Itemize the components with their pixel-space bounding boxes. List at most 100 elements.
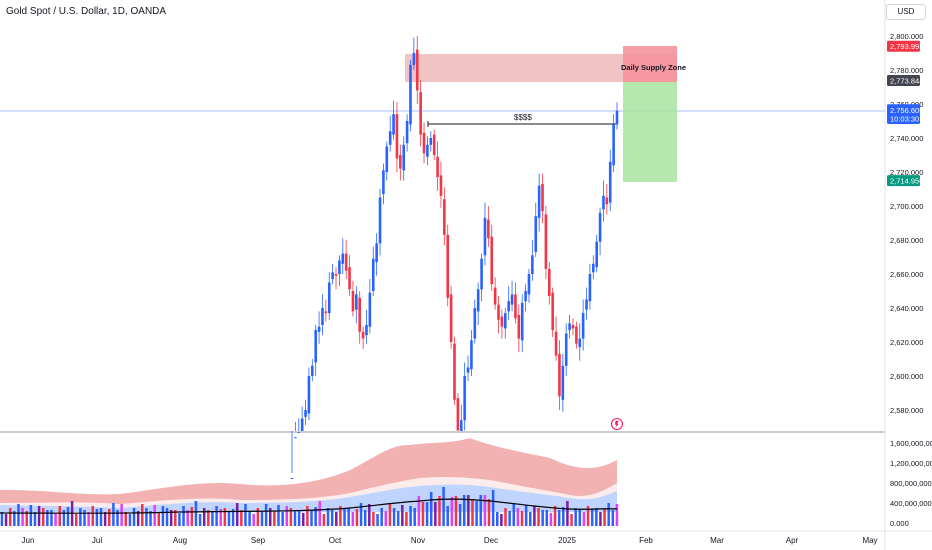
candle: [307, 367, 311, 421]
candle: [344, 240, 348, 280]
candle: [402, 136, 406, 181]
volume-bar: [425, 502, 429, 526]
volume-bar: [194, 501, 198, 526]
candle: [399, 144, 402, 181]
volume-bar: [434, 502, 437, 526]
volume-tick-label: 0.000: [890, 519, 909, 528]
volume-bar: [219, 509, 222, 526]
volume-bar: [467, 495, 470, 526]
candle: [507, 285, 510, 320]
volume-bar: [50, 510, 53, 526]
volume-bar: [578, 510, 582, 526]
candle: [365, 309, 368, 344]
candle: [459, 404, 463, 431]
volume-bar: [396, 511, 400, 526]
volume-bar: [161, 506, 165, 526]
volume-bar: [562, 507, 565, 526]
volume-axis[interactable]: 1,600,000,000 1,200,000,000 800,000,000 400…: [890, 439, 932, 528]
candle: [585, 287, 588, 320]
price-tick-label: 2,620.000: [890, 338, 923, 347]
volume-bar: [487, 499, 491, 526]
volume-bar: [442, 487, 445, 526]
candle: [297, 418, 301, 434]
price-axis[interactable]: 2,800.0002,780.0002,760.0002,740.0002,72…: [890, 32, 923, 415]
candle: [436, 141, 439, 191]
volume-bar: [285, 506, 288, 526]
candle: [470, 330, 473, 376]
volume-bar: [17, 504, 20, 526]
candle: [392, 100, 395, 140]
candle: [371, 246, 375, 297]
volume-bar: [450, 497, 454, 526]
volume-bar: [37, 506, 41, 526]
candle: [531, 240, 534, 281]
volume-bar: [524, 505, 528, 526]
candle: [602, 180, 605, 222]
price-tick-label: 2,740.000: [890, 134, 923, 143]
time-axis[interactable]: Jun Jul Aug Sep Oct Nov Dec 2025 Feb Mar Apr May: [22, 536, 878, 545]
volume-ma-line: [0, 498, 618, 514]
volume-bar: [54, 513, 57, 526]
price-tick-label: 2,600.000: [890, 372, 923, 381]
time-tick-label: Jun: [22, 536, 35, 545]
volume-bar: [322, 514, 326, 526]
volume-bar: [388, 504, 392, 526]
volume-bar: [198, 514, 202, 526]
volume-bar: [91, 506, 95, 526]
candle: [314, 325, 317, 376]
volume-bar: [95, 509, 99, 526]
volume-bar: [413, 508, 416, 526]
time-tick-label: Mar: [710, 536, 724, 545]
candle: [422, 122, 426, 164]
candle: [598, 207, 602, 256]
volume-bar: [446, 506, 449, 526]
volume-bar: [586, 506, 590, 526]
volume-bar: [66, 507, 70, 526]
candle: [378, 189, 382, 256]
candle: [456, 393, 460, 431]
volume-bar: [533, 506, 536, 526]
svg-text:10:03:30: 10:03:30: [890, 114, 919, 123]
candle: [361, 326, 365, 349]
candle: [493, 277, 497, 310]
volume-bar: [190, 507, 194, 526]
candle: [409, 59, 412, 132]
candle: [527, 268, 531, 303]
candle: [453, 336, 456, 405]
svg-text:2,756.605: 2,756.605: [890, 106, 923, 115]
volume-bar: [132, 508, 136, 526]
price-tick-label: 2,700.000: [890, 202, 923, 211]
time-tick-label: Sep: [251, 536, 266, 545]
candle: [446, 224, 450, 307]
candle: [432, 129, 436, 161]
volume-bar: [372, 512, 375, 526]
volume-bar: [124, 512, 128, 526]
volume-bar: [136, 511, 140, 526]
volume-bar: [99, 508, 103, 526]
volume-bar: [384, 511, 388, 526]
candle: [524, 284, 527, 312]
volume-band-lower: [0, 484, 617, 512]
volume-bar: [13, 511, 16, 526]
volume-bar: [231, 509, 235, 526]
currency-button[interactable]: USD: [886, 4, 926, 20]
volume-bar: [79, 508, 82, 526]
flash-icon[interactable]: [610, 417, 624, 431]
price-badge: 10:03:30: [887, 112, 920, 124]
volume-bar: [599, 512, 602, 526]
volume-bar: [235, 503, 239, 526]
volume-bars: [0, 487, 619, 526]
candle: [487, 206, 490, 247]
price-badge: 2,714.950: [887, 175, 923, 187]
candle: [294, 421, 297, 439]
volume-bar: [335, 512, 338, 526]
volume-tick-label: 1,600,000,000: [890, 439, 932, 448]
price-badge: 2,756.605: [887, 104, 923, 116]
candle: [608, 149, 612, 212]
candle: [327, 272, 331, 320]
candle: [351, 280, 355, 317]
candle: [355, 285, 358, 324]
volume-bar: [62, 510, 66, 526]
